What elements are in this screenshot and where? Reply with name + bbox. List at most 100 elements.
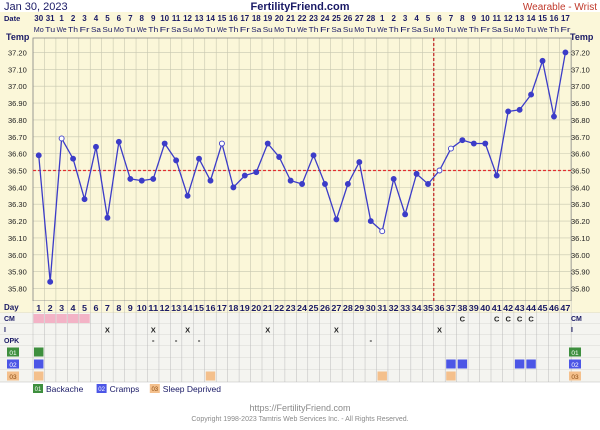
day-number: 33 (400, 304, 411, 313)
temperature-point (104, 214, 111, 221)
y-tick-label: 36.50 (8, 167, 27, 176)
opk-negative-mark: - (369, 336, 372, 345)
day-number: 9 (128, 303, 133, 313)
temperature-point (218, 140, 225, 147)
day-number: 13 (171, 304, 182, 313)
day-number: 43 (515, 304, 526, 313)
legend-label: Backache (46, 384, 84, 394)
intercourse-mark: X (334, 326, 339, 335)
weekday-label: Th (309, 27, 319, 34)
date-header: Date 30 31 1 2 3 4 5 6 7 8 9 10 11 12 13 14 15 16 17 18 19 20 2… (0, 12, 600, 36)
date-label: 20 (275, 14, 284, 23)
date-label: 15 (538, 14, 547, 23)
day-number: 6 (93, 303, 98, 313)
y-tick-label: 37.00 (8, 82, 27, 91)
day-number: 16 (205, 304, 216, 313)
date-axis-label: Date (4, 14, 20, 23)
custom-row-code-box-right (569, 371, 581, 381)
intercourse-mark: X (437, 326, 442, 335)
legend-swatch (96, 384, 107, 393)
day-number: 31 (377, 304, 388, 313)
temperature-point (207, 177, 214, 184)
custom-row-cell (34, 359, 44, 369)
date-label: 12 (504, 14, 513, 23)
weekday-label: Mo (515, 27, 525, 34)
date-label: 14 (527, 14, 536, 23)
date-label: 23 (309, 14, 318, 23)
temperature-point (539, 57, 546, 64)
temperature-point (356, 159, 363, 166)
weekday-label: Mo (114, 27, 124, 34)
custom-row-code-right: 03 (571, 374, 579, 381)
day-number: 27 (331, 304, 342, 313)
legend-swatch (33, 384, 43, 393)
menses-cell (79, 314, 90, 323)
day-number: 7 (105, 303, 110, 313)
y-tick-label-right: 37.20 (571, 48, 590, 57)
day-number: 32 (389, 304, 400, 313)
custom-row-code-box-right (569, 359, 581, 369)
y-tick-label-right: 36.90 (571, 99, 590, 108)
temperature-point (241, 172, 248, 179)
weekday-label: Fr (240, 27, 251, 34)
weekday-label: Su (263, 27, 273, 34)
site-name: FertilityFriend.com (250, 1, 349, 13)
menses-cell (44, 314, 56, 323)
weekday-label: Tu (526, 27, 536, 34)
day-number: 18 (228, 304, 239, 313)
date-label: 5 (426, 14, 431, 23)
day-number: 46 (549, 304, 560, 313)
day-number: 40 (480, 304, 491, 313)
y-tick-label-right: 36.00 (571, 251, 590, 260)
temperature-point (184, 192, 191, 199)
custom-row-code-box (7, 359, 19, 369)
date-label: 11 (172, 14, 181, 23)
y-tick-label-right: 37.10 (571, 65, 590, 74)
y-tick-label-right: 37.00 (571, 82, 590, 91)
temperature-point (390, 175, 397, 182)
weekday-label: Tu (205, 27, 215, 34)
cm-value: C (528, 315, 534, 324)
date-label: 13 (515, 14, 524, 23)
date-label: 15 (217, 14, 226, 23)
temperature-point (367, 218, 374, 225)
weekday-label: Su (503, 27, 513, 34)
day-row-label: Day (4, 303, 19, 312)
cm-row-label-right: CM (571, 316, 582, 323)
row-bg (0, 301, 600, 313)
y-tick-label: 36.20 (8, 217, 27, 226)
date-label: 11 (492, 14, 501, 23)
y-tick-label-right: 36.70 (571, 133, 590, 142)
weekday-label: Sa (412, 27, 422, 34)
weekday-label: Tu (286, 27, 296, 34)
weekday-label: Su (343, 27, 353, 34)
cm-value: C (494, 315, 500, 324)
temperature-point (253, 169, 260, 176)
custom-row-cell (446, 371, 456, 381)
weekday-label: Tu (366, 27, 376, 34)
day-number: 30 (366, 304, 377, 313)
date-label: 1 (59, 14, 64, 23)
cm-value: C (505, 315, 511, 324)
y-tick-label: 36.70 (8, 133, 27, 142)
temperature-point (150, 175, 157, 182)
temperature-point (447, 145, 454, 152)
date-label: 27 (355, 14, 364, 23)
date-label: 10 (160, 14, 169, 23)
weekday-label: We (217, 27, 227, 34)
custom-row-code-box (7, 371, 19, 381)
temperature-point (276, 154, 283, 160)
weekday-label: Mo (434, 27, 444, 34)
date-label: 1 (380, 14, 385, 23)
temperature-point (333, 216, 340, 223)
legend-code: 02 (98, 387, 105, 393)
date-label: 30 (34, 14, 43, 23)
date-label: 17 (240, 14, 249, 23)
temperature-point (70, 155, 77, 162)
date-label: 10 (481, 14, 490, 23)
temperature-point (344, 181, 351, 187)
weekday-label: Th (148, 27, 158, 34)
weekday-label: Mo (354, 27, 364, 34)
intercourse-mark: X (185, 326, 190, 335)
temperature-point (310, 152, 317, 159)
